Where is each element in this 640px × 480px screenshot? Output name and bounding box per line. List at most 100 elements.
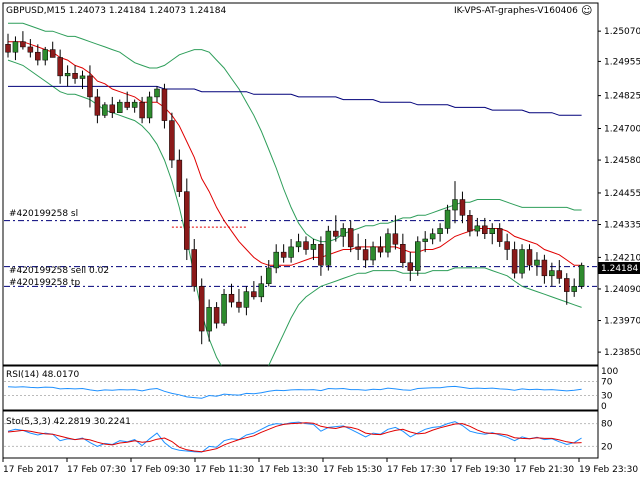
time-tick-label: 17 Feb 13:30 xyxy=(259,465,318,475)
candle-body xyxy=(407,262,414,271)
candle-body xyxy=(198,286,205,332)
candle-body xyxy=(333,230,339,237)
candle-body xyxy=(318,243,324,266)
candle-body xyxy=(79,75,86,79)
candle-body xyxy=(169,120,175,161)
candle-body xyxy=(236,301,242,308)
candle-body xyxy=(280,251,287,258)
price-tick-label: 1.24825 xyxy=(604,92,640,102)
time-tick-label: 17 Feb 2017 xyxy=(3,465,59,475)
candle-body xyxy=(422,238,428,242)
candle-body xyxy=(489,228,495,234)
candle-body xyxy=(355,246,361,250)
price-tick-label: 1.24455 xyxy=(604,189,640,199)
price-tick-label: 1.25070 xyxy=(604,27,640,37)
candle-body xyxy=(571,286,577,292)
time-tick-label: 17 Feb 19:30 xyxy=(451,465,510,475)
candle-body xyxy=(519,249,525,274)
time-tick-label: 17 Feb 17:30 xyxy=(387,465,446,475)
time-tick-label: 17 Feb 07:30 xyxy=(67,465,126,475)
price-tick-label: 1.23850 xyxy=(604,348,640,358)
stoch-plot xyxy=(4,421,597,453)
candle-body xyxy=(273,251,279,269)
price-tick-label: 1.24580 xyxy=(604,156,640,166)
candle-body xyxy=(243,291,250,308)
candle-body xyxy=(511,249,518,274)
candle-body xyxy=(556,270,563,279)
ma-slow-line xyxy=(8,85,582,116)
time-tick-label: 17 Feb 11:30 xyxy=(195,465,254,475)
current-price-label: 1.24184 xyxy=(601,264,638,274)
candle-body xyxy=(154,88,160,98)
candle-body xyxy=(467,215,473,232)
order-sell-label: #420199258 sell 0.02 xyxy=(9,266,109,276)
candle-body xyxy=(504,241,510,250)
price-tick-label: 1.24210 xyxy=(604,253,640,263)
price-tick-label: 1.24955 xyxy=(604,57,640,67)
smiley-icon: ☺ xyxy=(581,4,592,17)
candle-body xyxy=(482,225,488,234)
price-tick-label: 1.23970 xyxy=(604,317,640,327)
main-chart-frame[interactable] xyxy=(2,2,599,366)
candle-body xyxy=(266,267,272,284)
price-tick-label: 1.24700 xyxy=(604,124,640,134)
candle-body xyxy=(534,259,540,266)
candle-body xyxy=(42,49,48,61)
stoch-level-label: 80 xyxy=(601,420,613,430)
symbol-info-text: GBPUSD,M15 1.24073 1.24184 1.24073 1.241… xyxy=(6,6,226,16)
candle-body xyxy=(57,57,63,77)
band-upper-line xyxy=(8,22,582,243)
candle-body xyxy=(49,49,56,58)
candle-body xyxy=(94,96,101,116)
time-tick-label: 17 Feb 09:30 xyxy=(131,465,190,475)
candle-body xyxy=(206,307,212,332)
price-axis: 1.25070 1.24955 1.24825 1.24700 1.24580 1.244… xyxy=(598,27,640,358)
candle-body xyxy=(444,209,451,229)
candle-body xyxy=(64,72,71,77)
candle-body xyxy=(258,283,265,298)
candle-body xyxy=(295,241,302,248)
candle-body xyxy=(437,228,443,234)
candle-body xyxy=(213,307,220,324)
candle-body xyxy=(377,246,384,253)
stoch-axis: 80 20 xyxy=(601,420,613,453)
rsi-line xyxy=(7,385,582,399)
candle-body xyxy=(176,159,183,192)
current-price-box xyxy=(598,262,640,274)
candle-body xyxy=(102,104,108,116)
candle-body xyxy=(459,199,466,216)
candle-body xyxy=(340,228,346,237)
time-axis: 17 Feb 2017 17 Feb 07:30 17 Feb 09:30 17 Fe… xyxy=(2,458,638,475)
candle-body xyxy=(131,101,138,108)
ea-label-text: IK-VPS-AT-graphes-V160406 xyxy=(454,6,578,16)
rsi-plot xyxy=(4,381,597,399)
price-tick-label: 1.24335 xyxy=(604,221,640,231)
candle-body xyxy=(541,259,548,277)
candle-body xyxy=(228,293,235,303)
candle-body xyxy=(146,96,153,119)
price-tick-label: 1.24090 xyxy=(604,285,640,295)
time-tick-label: 17 Feb 15:30 xyxy=(323,465,382,475)
candle-body xyxy=(221,293,227,324)
candle-body xyxy=(385,233,391,253)
candle-body xyxy=(526,249,533,266)
rsi-panel-frame[interactable] xyxy=(2,365,599,411)
stoch-signal-line xyxy=(7,422,582,453)
rsi-level-label: 70 xyxy=(601,378,613,388)
time-tick-label: 19 Feb 23:30 xyxy=(579,465,638,475)
candle-body xyxy=(310,243,317,250)
candle-body xyxy=(392,233,399,245)
candle-body xyxy=(362,249,369,261)
rsi-level-label: 100 xyxy=(601,367,618,377)
candle-body xyxy=(161,88,168,121)
candle-body xyxy=(109,104,116,113)
candle-body xyxy=(117,101,123,113)
candle-body xyxy=(429,233,436,240)
candle-body xyxy=(288,246,294,258)
candle-body xyxy=(549,270,555,277)
price-plot xyxy=(4,22,597,387)
candle-body xyxy=(251,291,257,298)
candle-body xyxy=(5,44,11,53)
candle-body xyxy=(347,228,354,248)
